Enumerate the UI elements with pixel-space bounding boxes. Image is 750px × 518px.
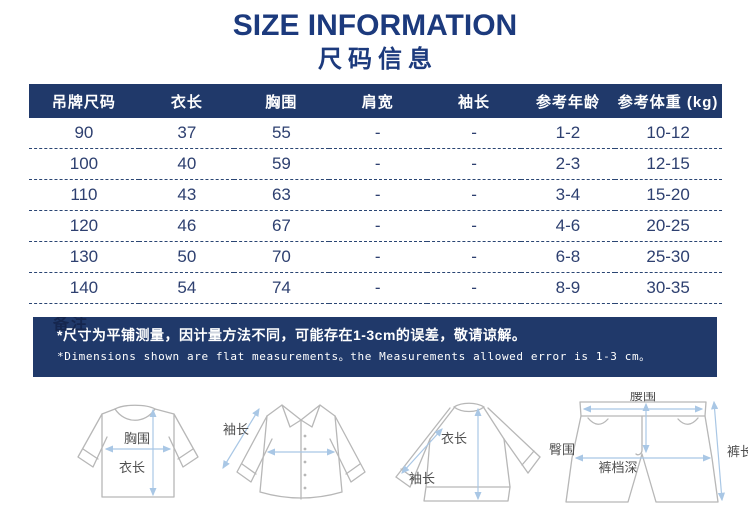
measure-label-chest: 胸围 [124, 431, 150, 446]
size-cell: - [426, 148, 522, 180]
size-cell: 10-12 [614, 118, 722, 149]
size-cell: - [426, 179, 522, 211]
size-cell: 50 [139, 241, 235, 273]
size-table-body: 90 37 55 - - 1-2 10-12 100 40 59 - - 2-3… [28, 118, 722, 304]
size-cell: 8-9 [521, 272, 615, 304]
size-cell: 90 [28, 118, 140, 149]
raglan-diagram: 衣长 袖长 [395, 402, 541, 502]
note-box: 备注 *尺寸为平铺测量，因计量方法不同，可能存在1-3cm的误差，敬请谅解。 *… [33, 317, 717, 377]
shirt-diagram: 袖长 [222, 404, 366, 500]
column-header-garment-length: 衣长 [139, 84, 235, 118]
pants-diagram: 腰围 臀围 裤档深 裤长 [549, 392, 748, 503]
note-watermark: 备注 [53, 317, 90, 333]
size-cell: 1-2 [521, 118, 615, 149]
size-cell: 54 [139, 272, 235, 304]
table-row: 100 40 59 - - 2-3 12-15 [28, 148, 722, 180]
size-cell: - [426, 272, 522, 304]
size-cell: - [426, 210, 522, 242]
size-cell: - [328, 272, 427, 304]
size-cell: - [328, 148, 427, 180]
header-row: 吊牌尺码 衣长 胸围 肩宽 袖长 参考年龄 参考体重 (kg) [28, 84, 722, 118]
size-cell: 140 [28, 272, 140, 304]
size-cell: - [426, 118, 522, 149]
size-cell: 3-4 [521, 179, 615, 211]
measure-label-hip: 臀围 [549, 442, 575, 457]
measure-label-length: 衣长 [119, 460, 145, 475]
column-header-tag-size: 吊牌尺码 [28, 84, 140, 118]
column-header-shoulder: 肩宽 [328, 84, 427, 118]
measure-label-waist: 腰围 [630, 392, 656, 403]
measure-label-crotch: 裤档深 [598, 460, 637, 475]
size-cell: 100 [28, 148, 140, 180]
size-cell: - [328, 118, 427, 149]
size-cell: 12-15 [614, 148, 722, 180]
column-header-ref-weight: 参考体重 (kg) [614, 84, 722, 118]
measure-label-sleeve: 袖长 [223, 422, 249, 437]
size-cell: 70 [234, 241, 329, 273]
size-cell: 59 [234, 148, 329, 180]
note-line-english: *Dimensions shown are flat measurements。… [57, 350, 651, 363]
column-header-sleeve: 袖长 [426, 84, 522, 118]
size-cell: 25-30 [614, 241, 722, 273]
size-cell: - [328, 210, 427, 242]
size-cell: 63 [234, 179, 329, 211]
size-cell: - [328, 179, 427, 211]
size-cell: 4-6 [521, 210, 615, 242]
column-header-chest: 胸围 [234, 84, 329, 118]
size-cell: 15-20 [614, 179, 722, 211]
size-cell: - [426, 241, 522, 273]
table-row: 110 43 63 - - 3-4 15-20 [28, 179, 722, 211]
tee-diagram: 胸围 衣长 [77, 404, 199, 498]
size-cell: - [328, 241, 427, 273]
size-cell: 20-25 [614, 210, 722, 242]
table-row: 140 54 74 - - 8-9 30-35 [28, 272, 722, 304]
page-title: SIZE INFORMATION [232, 9, 518, 42]
garment-diagrams: 胸围 衣长 袖长 [0, 389, 750, 508]
table-row: 120 46 67 - - 4-6 20-25 [28, 210, 722, 242]
size-table: 吊牌尺码 衣长 胸围 肩宽 袖长 参考年龄 参考体重 (kg) 90 37 55… [28, 84, 722, 304]
size-cell: 6-8 [521, 241, 615, 273]
measure-label-pant-length: 裤长 [727, 444, 748, 459]
size-cell: 2-3 [521, 148, 615, 180]
size-cell: 120 [28, 210, 140, 242]
size-cell: 43 [139, 179, 235, 211]
measure-label-length: 衣长 [441, 431, 467, 446]
size-chart-page: SIZE INFORMATION 尺码信息 吊牌尺码 衣长 胸围 肩宽 袖长 参… [0, 9, 750, 508]
size-cell: 130 [28, 241, 140, 273]
note-line-chinese: *尺寸为平铺测量，因计量方法不同，可能存在1-3cm的误差，敬请谅解。 [57, 327, 527, 343]
size-cell: 46 [139, 210, 235, 242]
size-cell: 110 [28, 179, 140, 211]
size-cell: 37 [139, 118, 235, 149]
size-cell: 55 [234, 118, 329, 149]
size-cell: 74 [234, 272, 329, 304]
measure-label-sleeve: 袖长 [409, 471, 435, 486]
size-table-header: 吊牌尺码 衣长 胸围 肩宽 袖长 参考年龄 参考体重 (kg) [28, 84, 722, 118]
page-subtitle: 尺码信息 [318, 46, 438, 73]
table-row: 130 50 70 - - 6-8 25-30 [28, 241, 722, 273]
column-header-ref-age: 参考年龄 [521, 84, 615, 118]
size-cell: 67 [234, 210, 329, 242]
table-row: 90 37 55 - - 1-2 10-12 [28, 118, 722, 149]
size-cell: 40 [139, 148, 235, 180]
size-cell: 30-35 [614, 272, 722, 304]
